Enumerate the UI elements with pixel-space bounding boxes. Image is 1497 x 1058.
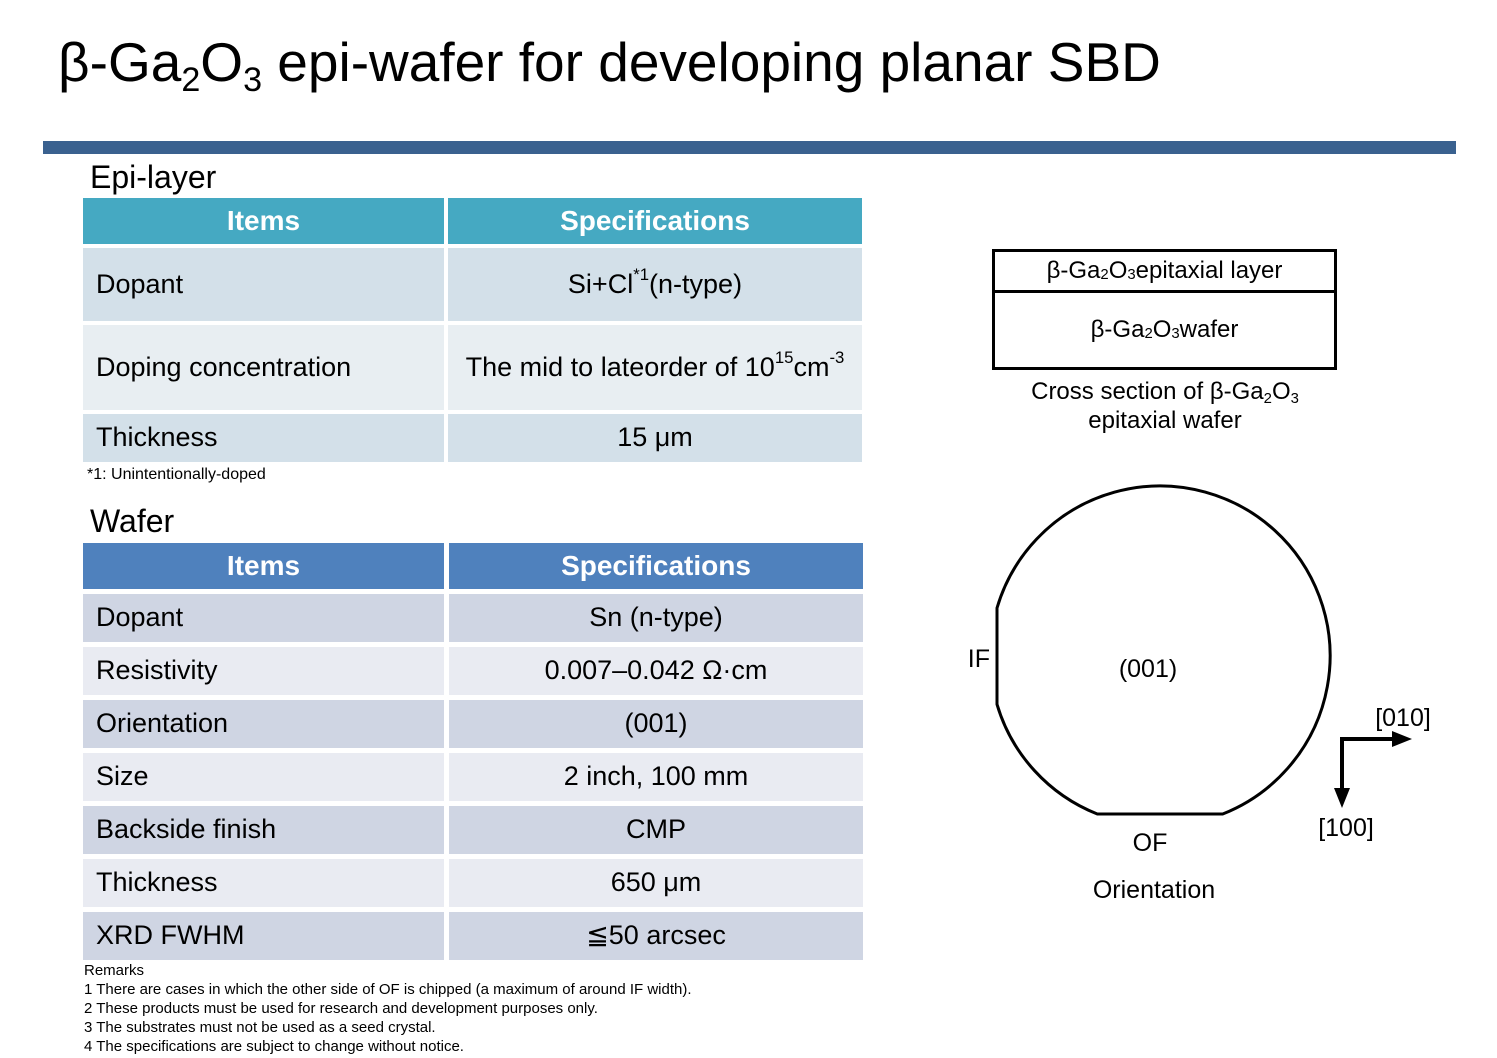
epi-row-dopant-spec: Si+Cl *1 (n-type) xyxy=(448,248,862,321)
cross-section-diagram: β-Ga 2 O 3 epitaxial layer β-Ga 2 O 3 wafer xyxy=(992,249,1337,370)
wafer-row-orientation-spec: (001) xyxy=(449,700,863,748)
epi-row-dopant-item: Dopant xyxy=(83,248,444,321)
remark-line: 3 The substrates must not be used as a s… xyxy=(84,1019,436,1036)
wafer-row-thickness-item: Thickness xyxy=(83,859,444,907)
remarks-heading: Remarks xyxy=(84,962,145,979)
wafer-box: β-Ga 2 O 3 wafer xyxy=(1090,316,1239,343)
wafer-heading: Wafer xyxy=(90,503,175,539)
epi-row-thickness-item: Thickness xyxy=(83,414,444,462)
cross-section-caption: Cross section of β-Ga2O3 epitaxial wafer xyxy=(1031,378,1299,434)
wafer-row-size-item: Size xyxy=(83,753,444,801)
epi-header-items: Items xyxy=(83,198,444,244)
remark-line: 1 There are cases in which the other sid… xyxy=(84,981,692,998)
wafer-table: Items Specifications Dopant Sn (n-type) … xyxy=(83,543,863,960)
epi-layer-heading: Epi-layer xyxy=(90,159,217,195)
epi-footnote: *1: Unintentionally-doped xyxy=(87,466,266,483)
remarks-block: Remarks 1 There are cases in which the o… xyxy=(84,961,692,1056)
wafer-row-backside-finish-spec: CMP xyxy=(449,806,863,854)
slide-title: β-Ga2O3 epi-wafer for developing planar … xyxy=(58,31,1161,99)
epi-row-doping-concentration-item: Doping concentration xyxy=(83,325,444,410)
wafer-header-specifications: Specifications xyxy=(449,543,863,589)
axis-arrow-right-head xyxy=(1392,731,1412,747)
remark-line: 2 These products must be used for resear… xyxy=(84,1000,598,1017)
if-flat-label: IF xyxy=(968,645,990,673)
wafer-row-thickness-spec: 650 μm xyxy=(449,859,863,907)
wafer-row-size-spec: 2 inch, 100 mm xyxy=(449,753,863,801)
plane-label: (001) xyxy=(1119,655,1177,683)
wafer-row-dopant-spec: Sn (n-type) xyxy=(449,594,863,642)
wafer-row-xrd-fwhm-spec: ≦50 arcsec xyxy=(449,912,863,960)
wafer-row-resistivity-item: Resistivity xyxy=(83,647,444,695)
title-divider-bar xyxy=(43,141,1456,154)
wafer-header-items: Items xyxy=(83,543,444,589)
wafer-row-dopant-item: Dopant xyxy=(83,594,444,642)
wafer-row-backside-finish-item: Backside finish xyxy=(83,806,444,854)
axis-arrows xyxy=(1340,737,1400,796)
of-flat-label: OF xyxy=(1133,829,1168,857)
wafer-row-xrd-fwhm-item: XRD FWHM xyxy=(83,912,444,960)
epi-row-thickness-spec: 15 μm xyxy=(448,414,862,462)
orientation-caption: Orientation xyxy=(1093,876,1215,904)
epitaxial-layer-box: β-Ga 2 O 3 epitaxial layer xyxy=(995,252,1334,293)
axis-arrow-down-head xyxy=(1334,788,1350,808)
axis-010-label: [010] xyxy=(1375,704,1431,732)
epi-header-specifications: Specifications xyxy=(448,198,862,244)
wafer-outline xyxy=(995,484,1332,816)
axis-100-label: [100] xyxy=(1318,814,1374,842)
remark-line: 4 The specifications are subject to chan… xyxy=(84,1038,464,1055)
epi-row-doping-concentration-spec: The mid to late order of 10 15 cm -3 xyxy=(448,325,862,410)
wafer-orientation-diagram: IF (001) OF [010] [100] Orientation xyxy=(968,484,1431,904)
wafer-row-resistivity-spec: 0.007–0.042 Ω·cm xyxy=(449,647,863,695)
epi-layer-table: Items Specifications Dopant Si+Cl *1 (n-t… xyxy=(83,198,862,462)
wafer-row-orientation-item: Orientation xyxy=(83,700,444,748)
